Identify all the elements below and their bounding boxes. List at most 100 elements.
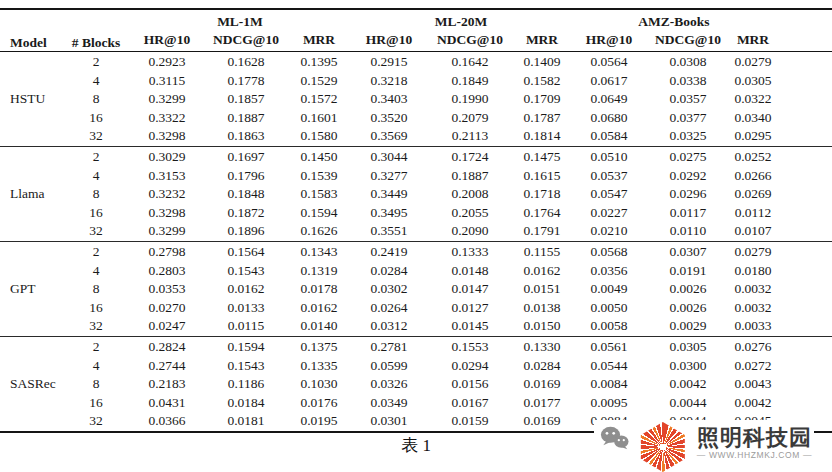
metric-cell: 0.0181: [204, 412, 288, 432]
table-row: 80.32320.18480.15830.34490.20080.17180.0…: [0, 185, 832, 204]
header-metric: NDCG@10: [428, 30, 512, 52]
metric-cell: 0.0356: [572, 262, 646, 281]
metric-cell: 0.1601: [288, 109, 350, 128]
metric-cell: 0.1186: [204, 375, 288, 394]
metric-cell: 0.1896: [204, 222, 288, 241]
header-metric: HR@10: [130, 30, 204, 52]
metric-cell: 0.0366: [130, 412, 204, 432]
metric-cell: 0.1155: [512, 241, 572, 261]
model-group-HSTU: HSTU20.29230.16280.13950.29150.16420.140…: [0, 52, 832, 147]
metric-cell: 0.2183: [130, 375, 204, 394]
metric-cell: 0.0058: [572, 317, 646, 336]
metric-cell: 0.1872: [204, 204, 288, 223]
metric-cell: 0.1030: [288, 375, 350, 394]
header-metric: NDCG@10: [646, 30, 730, 52]
model-name: GPT: [0, 241, 62, 336]
metric-cell: 0.0305: [646, 336, 730, 356]
metric-cell: 0.1580: [288, 127, 350, 146]
metric-cell: 0.0138: [512, 299, 572, 318]
table-row: 80.32990.18570.15720.34030.19900.17090.0…: [0, 90, 832, 109]
wechat-icon: [600, 426, 629, 450]
metric-cell: 0.0029: [646, 317, 730, 336]
table-row: 160.32980.18720.15940.34950.20550.17640.…: [0, 204, 832, 223]
metric-cell: 0.1642: [428, 52, 512, 72]
metric-cell: 0.1543: [204, 262, 288, 281]
blocks-cell: 16: [62, 394, 130, 413]
header-metric: NDCG@10: [204, 30, 288, 52]
metric-cell: 0.2803: [130, 262, 204, 281]
blocks-cell: 8: [62, 90, 130, 109]
metric-cell: 0.0295: [730, 127, 832, 146]
metric-cell: 0.0275: [646, 146, 730, 166]
header-blocks: # Blocks: [62, 9, 130, 52]
metric-cell: 0.1335: [288, 357, 350, 376]
model-group-SASRec: SASRec20.28240.15940.13750.27810.15530.1…: [0, 336, 832, 431]
table-row: 80.21830.11860.10300.03260.01560.01690.0…: [0, 375, 832, 394]
metric-cell: 0.0042: [646, 375, 730, 394]
metric-cell: 0.0044: [646, 394, 730, 413]
metric-cell: 0.0269: [730, 185, 832, 204]
metric-cell: 0.3299: [130, 90, 204, 109]
metric-cell: 0.0026: [646, 299, 730, 318]
metric-cell: 0.1990: [428, 90, 512, 109]
metric-cell: 0.0340: [730, 109, 832, 128]
metric-cell: 0.1594: [288, 204, 350, 223]
metric-cell: 0.1615: [512, 167, 572, 186]
model-name: SASRec: [0, 336, 62, 431]
metric-cell: 0.0544: [572, 357, 646, 376]
blocks-cell: 4: [62, 357, 130, 376]
metric-cell: 0.0680: [572, 109, 646, 128]
blocks-cell: 32: [62, 127, 130, 146]
metric-cell: 0.1863: [204, 127, 288, 146]
blocks-cell: 4: [62, 72, 130, 91]
table-header: Model# BlocksML-1MML-20MAMZ-BooksHR@10ND…: [0, 9, 832, 52]
metric-cell: 0.3403: [350, 90, 428, 109]
metric-cell: 0.0026: [646, 280, 730, 299]
metric-cell: 0.1709: [512, 90, 572, 109]
table-row: 40.27440.15430.13350.05990.02940.02840.0…: [0, 357, 832, 376]
metric-cell: 0.1887: [204, 109, 288, 128]
metric-cell: 0.3299: [130, 222, 204, 241]
metric-cell: 0.0156: [428, 375, 512, 394]
metric-cell: 0.0043: [730, 375, 832, 394]
table-row: 40.31150.17780.15290.32180.18490.15820.0…: [0, 72, 832, 91]
blocks-cell: 32: [62, 412, 130, 432]
metric-cell: 0.1628: [204, 52, 288, 72]
metric-cell: 0.0033: [730, 317, 832, 336]
metric-cell: 0.0568: [572, 241, 646, 261]
metric-cell: 0.1409: [512, 52, 572, 72]
header-dataset-ML-1M: ML-1M: [130, 9, 350, 30]
metric-cell: 0.0325: [646, 127, 730, 146]
metric-cell: 0.1543: [204, 357, 288, 376]
metric-cell: 0.1529: [288, 72, 350, 91]
hexagon-starburst-logo-icon: [638, 422, 688, 472]
metric-cell: 0.0561: [572, 336, 646, 356]
metric-cell: 0.2419: [350, 241, 428, 261]
metric-cell: 0.0302: [350, 280, 428, 299]
metric-cell: 0.0510: [572, 146, 646, 166]
metric-cell: 0.0032: [730, 299, 832, 318]
blocks-cell: 16: [62, 204, 130, 223]
metric-cell: 0.0279: [730, 241, 832, 261]
table-row: 40.31530.17960.15390.32770.18870.16150.0…: [0, 167, 832, 186]
watermark: 照明科技园 — WWW.HHZMKJ.COM —: [594, 420, 814, 472]
table-row: 40.28030.15430.13190.02840.01480.01620.0…: [0, 262, 832, 281]
watermark-text: 照明科技园 — WWW.HHZMKJ.COM —: [697, 426, 812, 461]
metric-cell: 0.2744: [130, 357, 204, 376]
metric-cell: 0.1395: [288, 52, 350, 72]
metric-cell: 0.0180: [730, 262, 832, 281]
metric-cell: 0.0176: [288, 394, 350, 413]
metric-cell: 0.1697: [204, 146, 288, 166]
table-row: Llama20.30290.16970.14500.30440.17240.14…: [0, 146, 832, 166]
metric-cell: 0.0431: [130, 394, 204, 413]
metric-cell: 0.1564: [204, 241, 288, 261]
metric-cell: 0.1848: [204, 185, 288, 204]
header-metric: HR@10: [572, 30, 646, 52]
metric-cell: 0.0564: [572, 52, 646, 72]
metric-cell: 0.3551: [350, 222, 428, 241]
metric-cell: 0.3298: [130, 204, 204, 223]
metric-cell: 0.2915: [350, 52, 428, 72]
blocks-cell: 8: [62, 185, 130, 204]
metric-cell: 0.0112: [730, 204, 832, 223]
metric-cell: 0.0247: [130, 317, 204, 336]
